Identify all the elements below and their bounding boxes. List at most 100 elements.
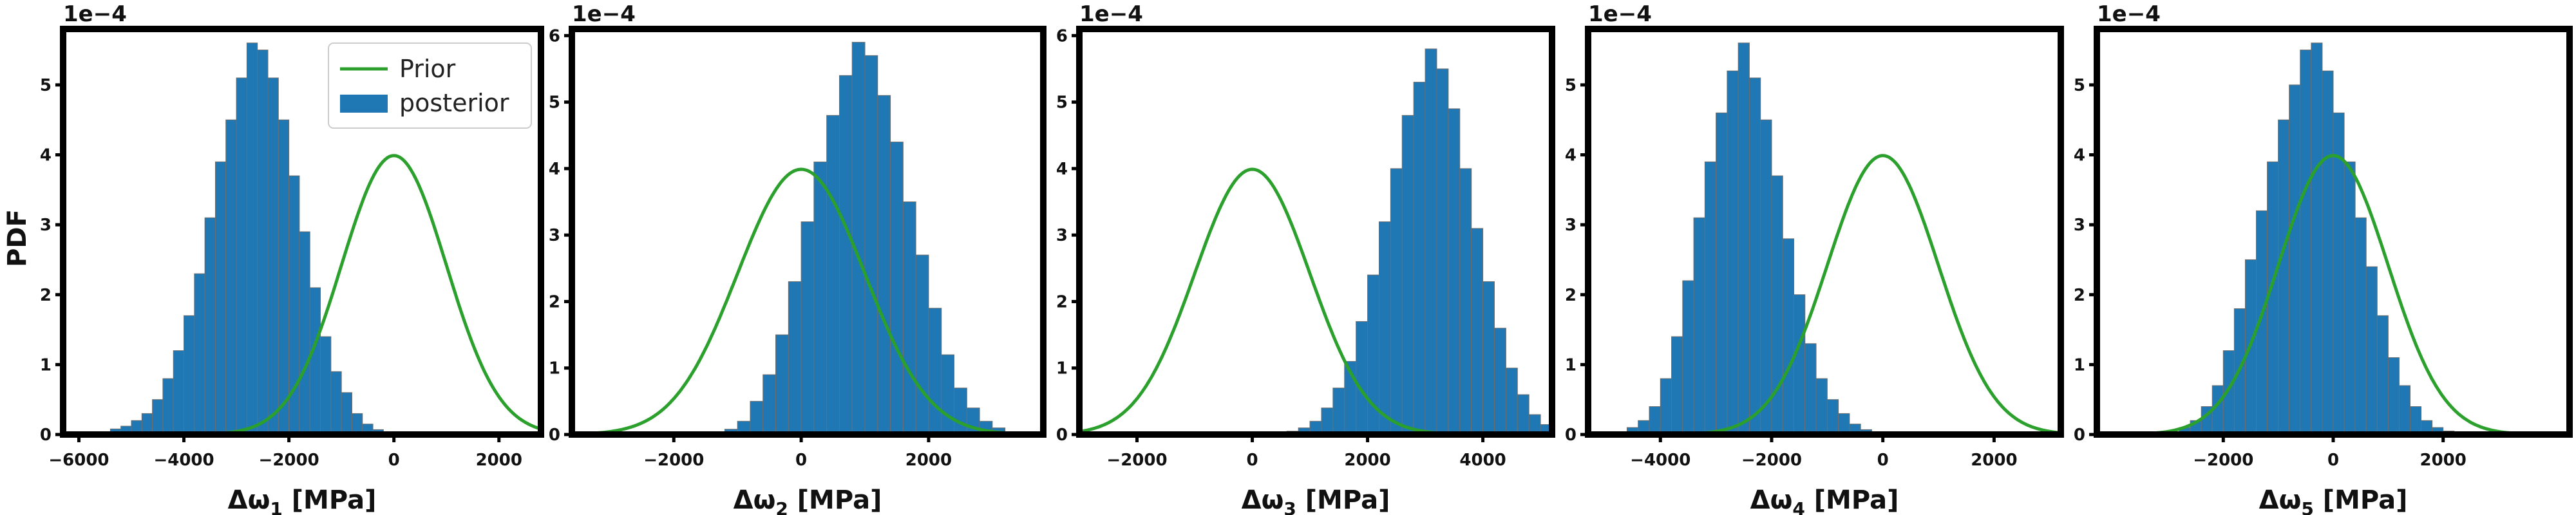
histogram-bar (278, 119, 290, 435)
y-tick-label: 1 (2074, 355, 2085, 375)
histogram-bar (320, 336, 332, 435)
y-tick-label: 4 (2074, 146, 2085, 165)
histogram-bar (890, 142, 904, 435)
x-tick-label: 0 (2327, 451, 2339, 470)
histogram-bar (2409, 406, 2422, 435)
x-tick-label: 2000 (1344, 451, 1390, 470)
y-tick-label: 0 (2074, 426, 2085, 445)
histogram-bar (1390, 168, 1403, 435)
histogram-bar (2376, 315, 2389, 435)
histogram-bar (257, 50, 269, 435)
histogram-bar (236, 77, 247, 435)
histogram-bar (800, 221, 815, 435)
chart-panel-3: −2000 0 2000 4000 0 1 2 3 4 5 6 1e−4 Δω3 [MPa] (1056, 1, 1555, 515)
histogram-bar (762, 374, 777, 435)
y-tick-label: 0 (1056, 426, 1068, 445)
histogram-bar (2387, 357, 2400, 435)
plot-area (2097, 42, 2570, 435)
histogram-bar (1671, 336, 1683, 435)
histogram-bar (788, 281, 802, 435)
y-tick-label: 2 (40, 286, 52, 305)
x-tick-label: 0 (795, 451, 807, 470)
x-axis-label: Δω1 [MPa] (228, 485, 377, 515)
plot-area (572, 42, 1043, 435)
x-tick-label: 2000 (476, 451, 522, 470)
y-tick-label: 5 (40, 76, 52, 95)
histogram-bar (1459, 168, 1472, 435)
y-tick-label: 4 (40, 146, 52, 165)
y-tick-label: 1 (1565, 355, 1577, 375)
y-tick-label: 6 (1056, 26, 1068, 46)
histogram-bar (1517, 394, 1530, 435)
histogram-bar (1704, 161, 1717, 435)
histogram-bar (1716, 112, 1728, 435)
histogram-bar (2322, 70, 2334, 435)
x-tick-label: 0 (388, 451, 400, 470)
histogram-bar (330, 371, 342, 435)
y-tick-label: 3 (1565, 216, 1577, 235)
histogram-bar (1815, 378, 1828, 435)
histogram-bar (1471, 228, 1484, 435)
x-tick-label: −2000 (2193, 451, 2253, 470)
histogram-bar (826, 115, 840, 435)
prior-curve (572, 167, 1043, 435)
axes-frame (1585, 26, 2064, 438)
x-tick-label: 4000 (1459, 451, 1506, 470)
y-tick-label: 4 (549, 160, 560, 179)
y-tick-label: 4 (1056, 160, 1068, 179)
x-tick-label: −4000 (1630, 451, 1690, 470)
y-tick-label: 6 (549, 26, 560, 46)
histogram-bar (902, 201, 916, 435)
histogram-bar (775, 334, 789, 435)
histogram-bar (214, 161, 227, 435)
x-axis-label: Δω4 [MPa] (1750, 485, 1899, 515)
histogram-bar (1505, 368, 1518, 435)
y-tick-label: 5 (2074, 76, 2085, 95)
histogram-bar (1760, 119, 1772, 435)
plot-area (1079, 48, 1552, 435)
y-multiplier: 1e−4 (2097, 1, 2161, 27)
y-multiplier: 1e−4 (1079, 1, 1143, 27)
y-tick-label: 5 (1056, 93, 1068, 113)
histogram-bar (225, 119, 237, 435)
x-axis-label: Δω2 [MPa] (734, 485, 882, 515)
histogram-bar (1794, 294, 1806, 435)
prior-curve (2097, 154, 2570, 435)
histogram-bar (1448, 108, 1461, 435)
legend-posterior-swatch (340, 95, 388, 113)
y-tick-label: 1 (40, 355, 52, 375)
histogram-bar (309, 287, 321, 435)
histogram-bar (966, 407, 980, 435)
histogram-bar (2398, 385, 2410, 435)
histogram-bar (194, 273, 205, 435)
histogram-bar (1660, 378, 1672, 435)
y-tick-label: 3 (549, 226, 560, 245)
chart-panel-4: −4000 −2000 0 2000 0 1 2 3 4 5 1e−4 Δω4 [MPa] (1565, 1, 2064, 515)
y-tick-label: 0 (40, 426, 52, 445)
histogram-bar (915, 254, 929, 435)
y-tick-label: 2 (549, 292, 560, 312)
axes-frame (569, 26, 1046, 438)
y-tick-label: 1 (549, 359, 560, 379)
legend-posterior-label: posterior (399, 89, 509, 117)
histogram-bar (1356, 321, 1368, 435)
histogram-bar (1727, 70, 1739, 435)
histogram-bar (1826, 399, 1839, 435)
histogram-bar (1425, 48, 1437, 435)
x-tick-label: −2000 (1741, 451, 1802, 470)
histogram-bar (1332, 388, 1345, 435)
histogram-bar (1738, 42, 1750, 435)
axes-frame (1076, 26, 1555, 438)
histogram-bar (2311, 42, 2323, 435)
histogram-bar (1748, 77, 1761, 435)
histogram-bar (173, 350, 185, 435)
histogram-bar (299, 231, 310, 435)
legend: Prior posterior (328, 42, 532, 129)
x-tick-label: 2000 (905, 451, 952, 470)
histogram-bar (838, 75, 853, 435)
x-tick-label: −2000 (643, 451, 704, 470)
x-axis-label: Δω5 [MPa] (2259, 485, 2408, 515)
x-tick-label: 0 (1246, 451, 1258, 470)
histogram-bar (877, 95, 891, 435)
histogram-bar (1413, 82, 1426, 435)
